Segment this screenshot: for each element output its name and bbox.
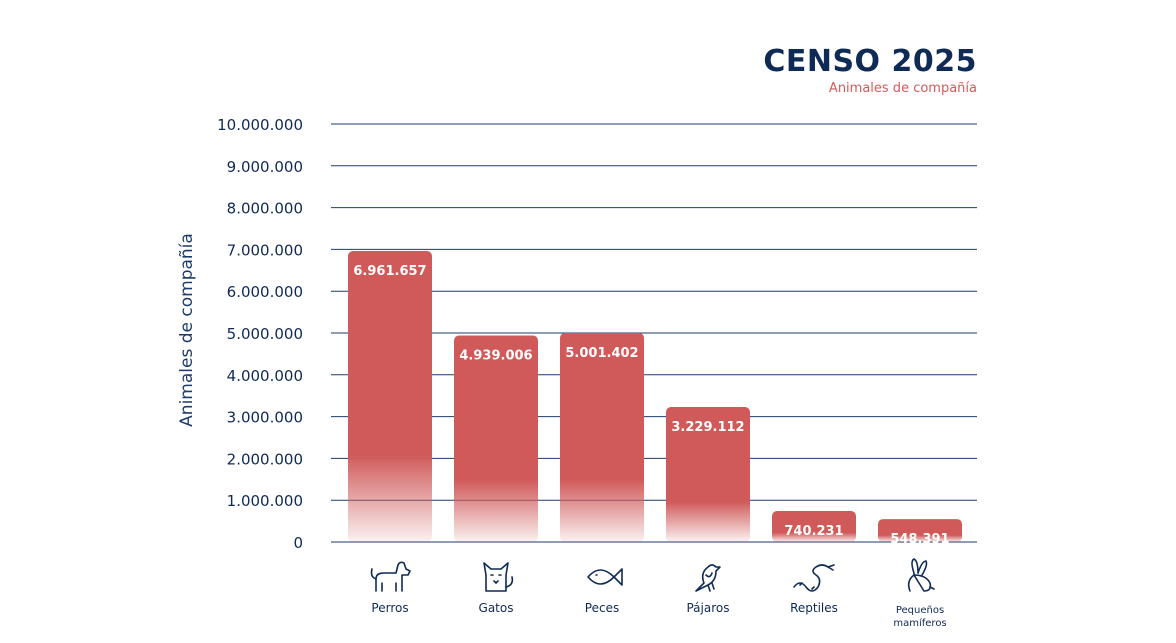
chart-title: CENSO 2025 (763, 44, 977, 79)
category-label: Pájaros (686, 601, 729, 615)
y-tick-label: 3.000.000 (227, 409, 303, 427)
category-icons (370, 558, 935, 592)
fish-icon (587, 568, 623, 586)
y-tick-label: 4.000.000 (227, 367, 303, 385)
bar-value-label: 3.229.112 (671, 420, 744, 435)
y-axis-ticks: 0 1.000.000 2.000.000 3.000.000 4.000.000 5.0… (217, 116, 303, 552)
bar-value-label: 740.231 (784, 524, 843, 539)
y-tick-label: 7.000.000 (227, 241, 303, 259)
grid-lines (331, 123, 977, 543)
rabbit-icon (907, 558, 935, 592)
bird-icon (695, 564, 721, 592)
bar-pequeños-mamíferos (878, 519, 962, 542)
bar-value-label: 6.961.657 (353, 264, 426, 279)
cat-icon (483, 562, 514, 592)
category-labels: Perros Gatos Peces Pájaros Reptiles Pequeños m… (371, 601, 946, 629)
category-label: Peces (585, 601, 619, 615)
bar-gatos (454, 335, 538, 542)
y-tick-label: 6.000.000 (227, 283, 303, 301)
y-tick-label: 10.000.000 (217, 116, 303, 134)
dog-icon (370, 561, 411, 592)
chart-subtitle: Animales de compañía (828, 81, 977, 96)
category-label: Perros (371, 601, 408, 615)
bar-value-label: 5.001.402 (565, 346, 638, 361)
bars: 6.961.657 4.939.006 5.001.402 3.229.112 740.… (348, 251, 962, 547)
bar-value-label: 548.391 (890, 532, 949, 547)
y-tick-label: 5.000.000 (227, 325, 303, 343)
y-tick-label: 0 (293, 534, 303, 552)
y-tick-label: 9.000.000 (227, 158, 303, 176)
snake-icon (793, 564, 835, 592)
y-tick-label: 8.000.000 (227, 200, 303, 218)
category-label: Gatos (479, 601, 514, 615)
bar-value-label: 4.939.006 (459, 349, 532, 364)
y-tick-label: 1.000.000 (227, 492, 303, 510)
bar-peces (560, 332, 644, 542)
bar-pájaros (666, 407, 750, 542)
category-label: Reptiles (790, 601, 838, 615)
category-label: Pequeños mamíferos (893, 605, 946, 629)
bar-perros (348, 251, 432, 542)
y-tick-label: 2.000.000 (227, 450, 303, 468)
bar-reptiles (772, 511, 856, 542)
